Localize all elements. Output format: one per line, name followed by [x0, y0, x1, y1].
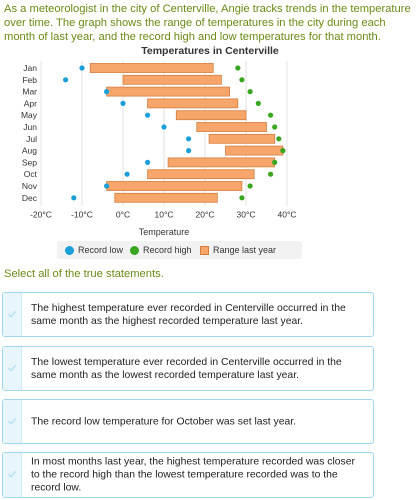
check-icon [7, 417, 17, 425]
record-high-point [239, 77, 245, 83]
record-high-point [235, 65, 241, 71]
month-label: Sep [22, 157, 37, 167]
question-prompt: Select all of the true statements. [4, 268, 164, 280]
legend-range-label: Range last year [213, 245, 277, 255]
record-low-point [104, 89, 110, 95]
x-tick-label: -10°C [71, 210, 93, 220]
chart-svg: Temperatures in Centerville Jan Feb MarApr… [21, 45, 297, 237]
record-low-point [145, 112, 151, 118]
range-bar [196, 122, 267, 132]
option-3-strip [3, 400, 22, 443]
option-3[interactable]: The record low temperature for October w… [2, 399, 374, 444]
x-tick-label: 0°C [116, 210, 130, 220]
record-low-point [124, 171, 130, 177]
question-intro: As a meteorologist in the city of Center… [4, 3, 411, 43]
option-2-text: The lowest temperature ever recorded in … [31, 356, 342, 381]
month-label: Oct [24, 169, 38, 179]
record-high-point [276, 136, 282, 142]
record-low-point [161, 124, 167, 130]
range-bar [106, 86, 230, 97]
range-bar [208, 133, 276, 144]
range-bar [89, 63, 214, 73]
option-3-text: The record low temperature for October w… [31, 416, 297, 427]
option-4-text: In most months last year, the highest te… [31, 456, 355, 494]
record-low-point [145, 159, 151, 165]
option-2-strip [3, 347, 22, 390]
option-2[interactable]: The lowest temperature ever recorded in … [2, 346, 374, 391]
x-tick-label: 40°C [278, 210, 297, 220]
record-high-point [255, 100, 261, 106]
range-bar [106, 181, 243, 191]
temperature-chart: Temperatures in Centerville Jan Feb Mar Apr… [0, 40, 420, 270]
range-square-icon [200, 246, 209, 255]
range-bar [175, 110, 247, 121]
legend-box: Record low Record high Range last year [57, 241, 302, 259]
month-label: Apr [24, 98, 37, 108]
x-axis-label: Temperature [139, 227, 190, 237]
record-high-points [235, 65, 286, 201]
month-label: Mar [22, 87, 37, 97]
record-high-point [268, 112, 274, 118]
x-tick-labels: -20°C -10°C 0°C 10°C 20°C 30°C 40°C [30, 210, 296, 220]
record-low-point [63, 77, 69, 83]
month-label: Jan [23, 63, 37, 73]
option-1-text: The highest temperature ever recorded in… [31, 302, 346, 327]
record-high-dot-icon [130, 246, 139, 255]
legend-record-low-label: Record low [78, 245, 124, 255]
month-label: Dec [22, 193, 38, 203]
month-label: Jun [23, 122, 37, 132]
range-bar [147, 98, 239, 109]
range-bar [147, 169, 255, 180]
record-low-point [104, 183, 110, 189]
record-low-dot-icon [65, 246, 74, 255]
x-tick-label: 20°C [196, 210, 215, 220]
x-tick-label: 10°C [155, 210, 174, 220]
month-label: May [21, 110, 38, 120]
record-high-point [280, 148, 286, 154]
option-1-strip [3, 293, 22, 336]
record-low-point [186, 148, 192, 154]
month-label: Nov [22, 181, 38, 191]
check-icon [7, 310, 17, 318]
range-bar [167, 157, 276, 168]
x-tick-label: 30°C [237, 210, 256, 220]
record-low-point [79, 65, 85, 71]
record-low-point [71, 195, 77, 201]
record-high-point [272, 159, 278, 165]
check-icon [7, 470, 17, 478]
range-bar [122, 74, 222, 85]
record-high-point [247, 183, 253, 189]
record-low-points [63, 65, 192, 201]
chart-title: Temperatures in Centerville [141, 45, 279, 57]
option-1[interactable]: The highest temperature ever recorded in… [2, 292, 374, 337]
option-4-strip [3, 453, 22, 497]
check-icon [7, 364, 17, 372]
record-low-point [186, 136, 192, 142]
range-bar [114, 192, 218, 203]
record-high-point [272, 124, 278, 130]
record-high-point [247, 89, 253, 95]
chart-grid [40, 61, 288, 206]
legend-record-high-label: Record high [143, 245, 192, 255]
range-bar [225, 145, 284, 156]
month-label: Aug [22, 146, 37, 156]
chart-legend: Record low Record high Range last year [0, 238, 420, 264]
month-label: Jul [26, 134, 37, 144]
range-bars [89, 63, 284, 203]
month-label: Feb [22, 75, 37, 85]
record-low-point [120, 100, 126, 106]
x-tick-label: -20°C [30, 210, 52, 220]
record-high-point [268, 171, 274, 177]
option-4[interactable]: In most months last year, the highest te… [2, 452, 374, 498]
record-high-point [239, 195, 245, 201]
